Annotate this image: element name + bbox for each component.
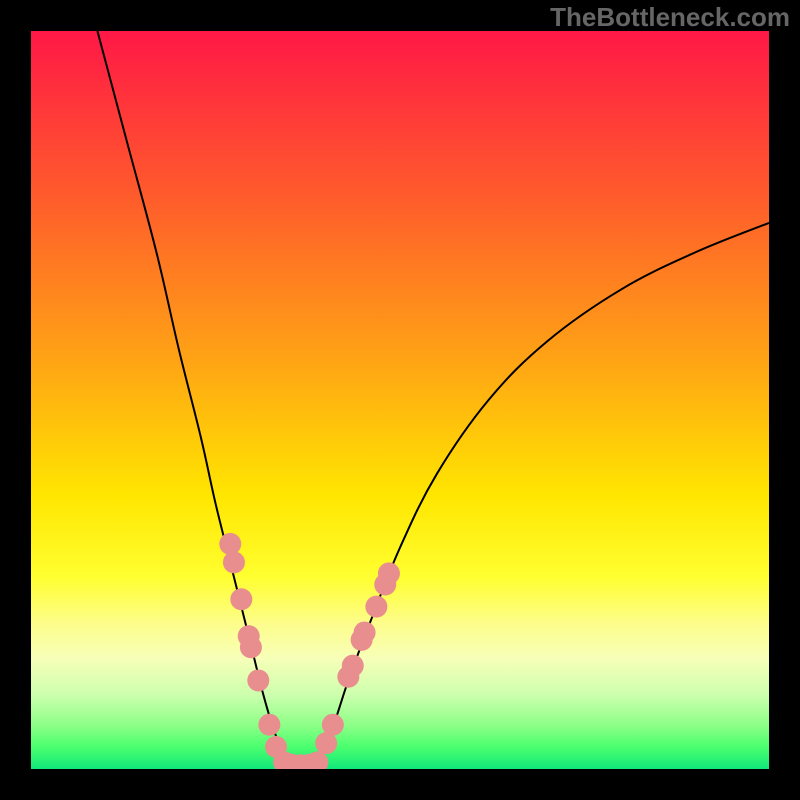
watermark-text: TheBottleneck.com xyxy=(550,2,790,32)
plot-area xyxy=(31,31,769,769)
marker-dot xyxy=(219,533,241,555)
marker-dot xyxy=(342,655,364,677)
marker-dot xyxy=(365,596,387,618)
marker-dot xyxy=(240,636,262,658)
marker-dot xyxy=(354,621,376,643)
marker-dot xyxy=(247,669,269,691)
marker-dot xyxy=(230,588,252,610)
marker-dot xyxy=(378,562,400,584)
bottleneck-chart: TheBottleneck.com xyxy=(0,0,800,800)
marker-dot xyxy=(223,551,245,573)
marker-dot xyxy=(322,714,344,736)
marker-dot xyxy=(258,714,280,736)
